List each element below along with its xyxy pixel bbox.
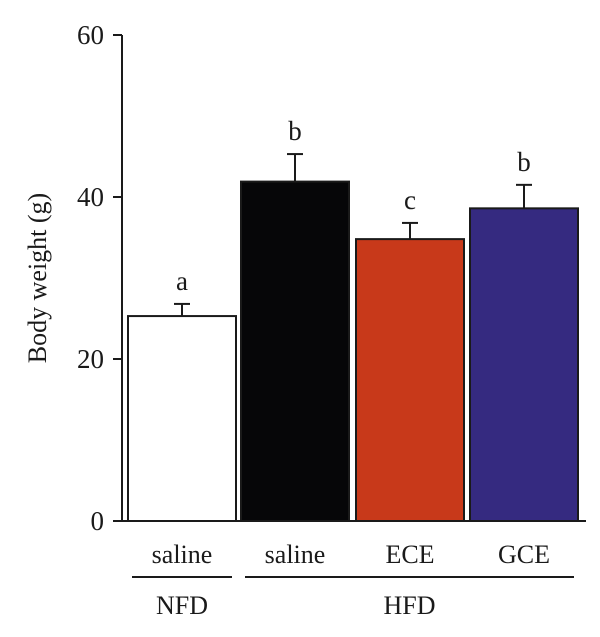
bar — [127, 315, 237, 522]
y-tick-label: 60 — [77, 20, 104, 50]
group-label: HFD — [383, 591, 435, 620]
y-axis-title: Body weight (g) — [23, 193, 52, 363]
y-tick-label: 40 — [77, 182, 104, 212]
y-tick-label: 0 — [91, 506, 105, 536]
significance-label: b — [517, 147, 531, 177]
category-label: saline — [152, 540, 213, 569]
significance-label: a — [176, 266, 188, 296]
category-label: ECE — [385, 540, 434, 569]
category-label: GCE — [498, 540, 550, 569]
plot-area: 0 20 40 60 a saline b saline c ECE b GCE NFD HFD — [77, 20, 586, 620]
group-label: NFD — [156, 591, 208, 620]
bar — [469, 207, 579, 522]
significance-label: c — [404, 185, 416, 215]
bar — [355, 238, 465, 522]
y-tick-label: 20 — [77, 344, 104, 374]
category-label: saline — [265, 540, 326, 569]
significance-label: b — [288, 116, 302, 146]
bar — [240, 180, 350, 523]
